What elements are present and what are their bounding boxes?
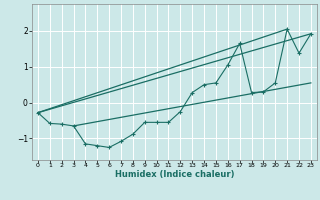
- X-axis label: Humidex (Indice chaleur): Humidex (Indice chaleur): [115, 170, 234, 179]
